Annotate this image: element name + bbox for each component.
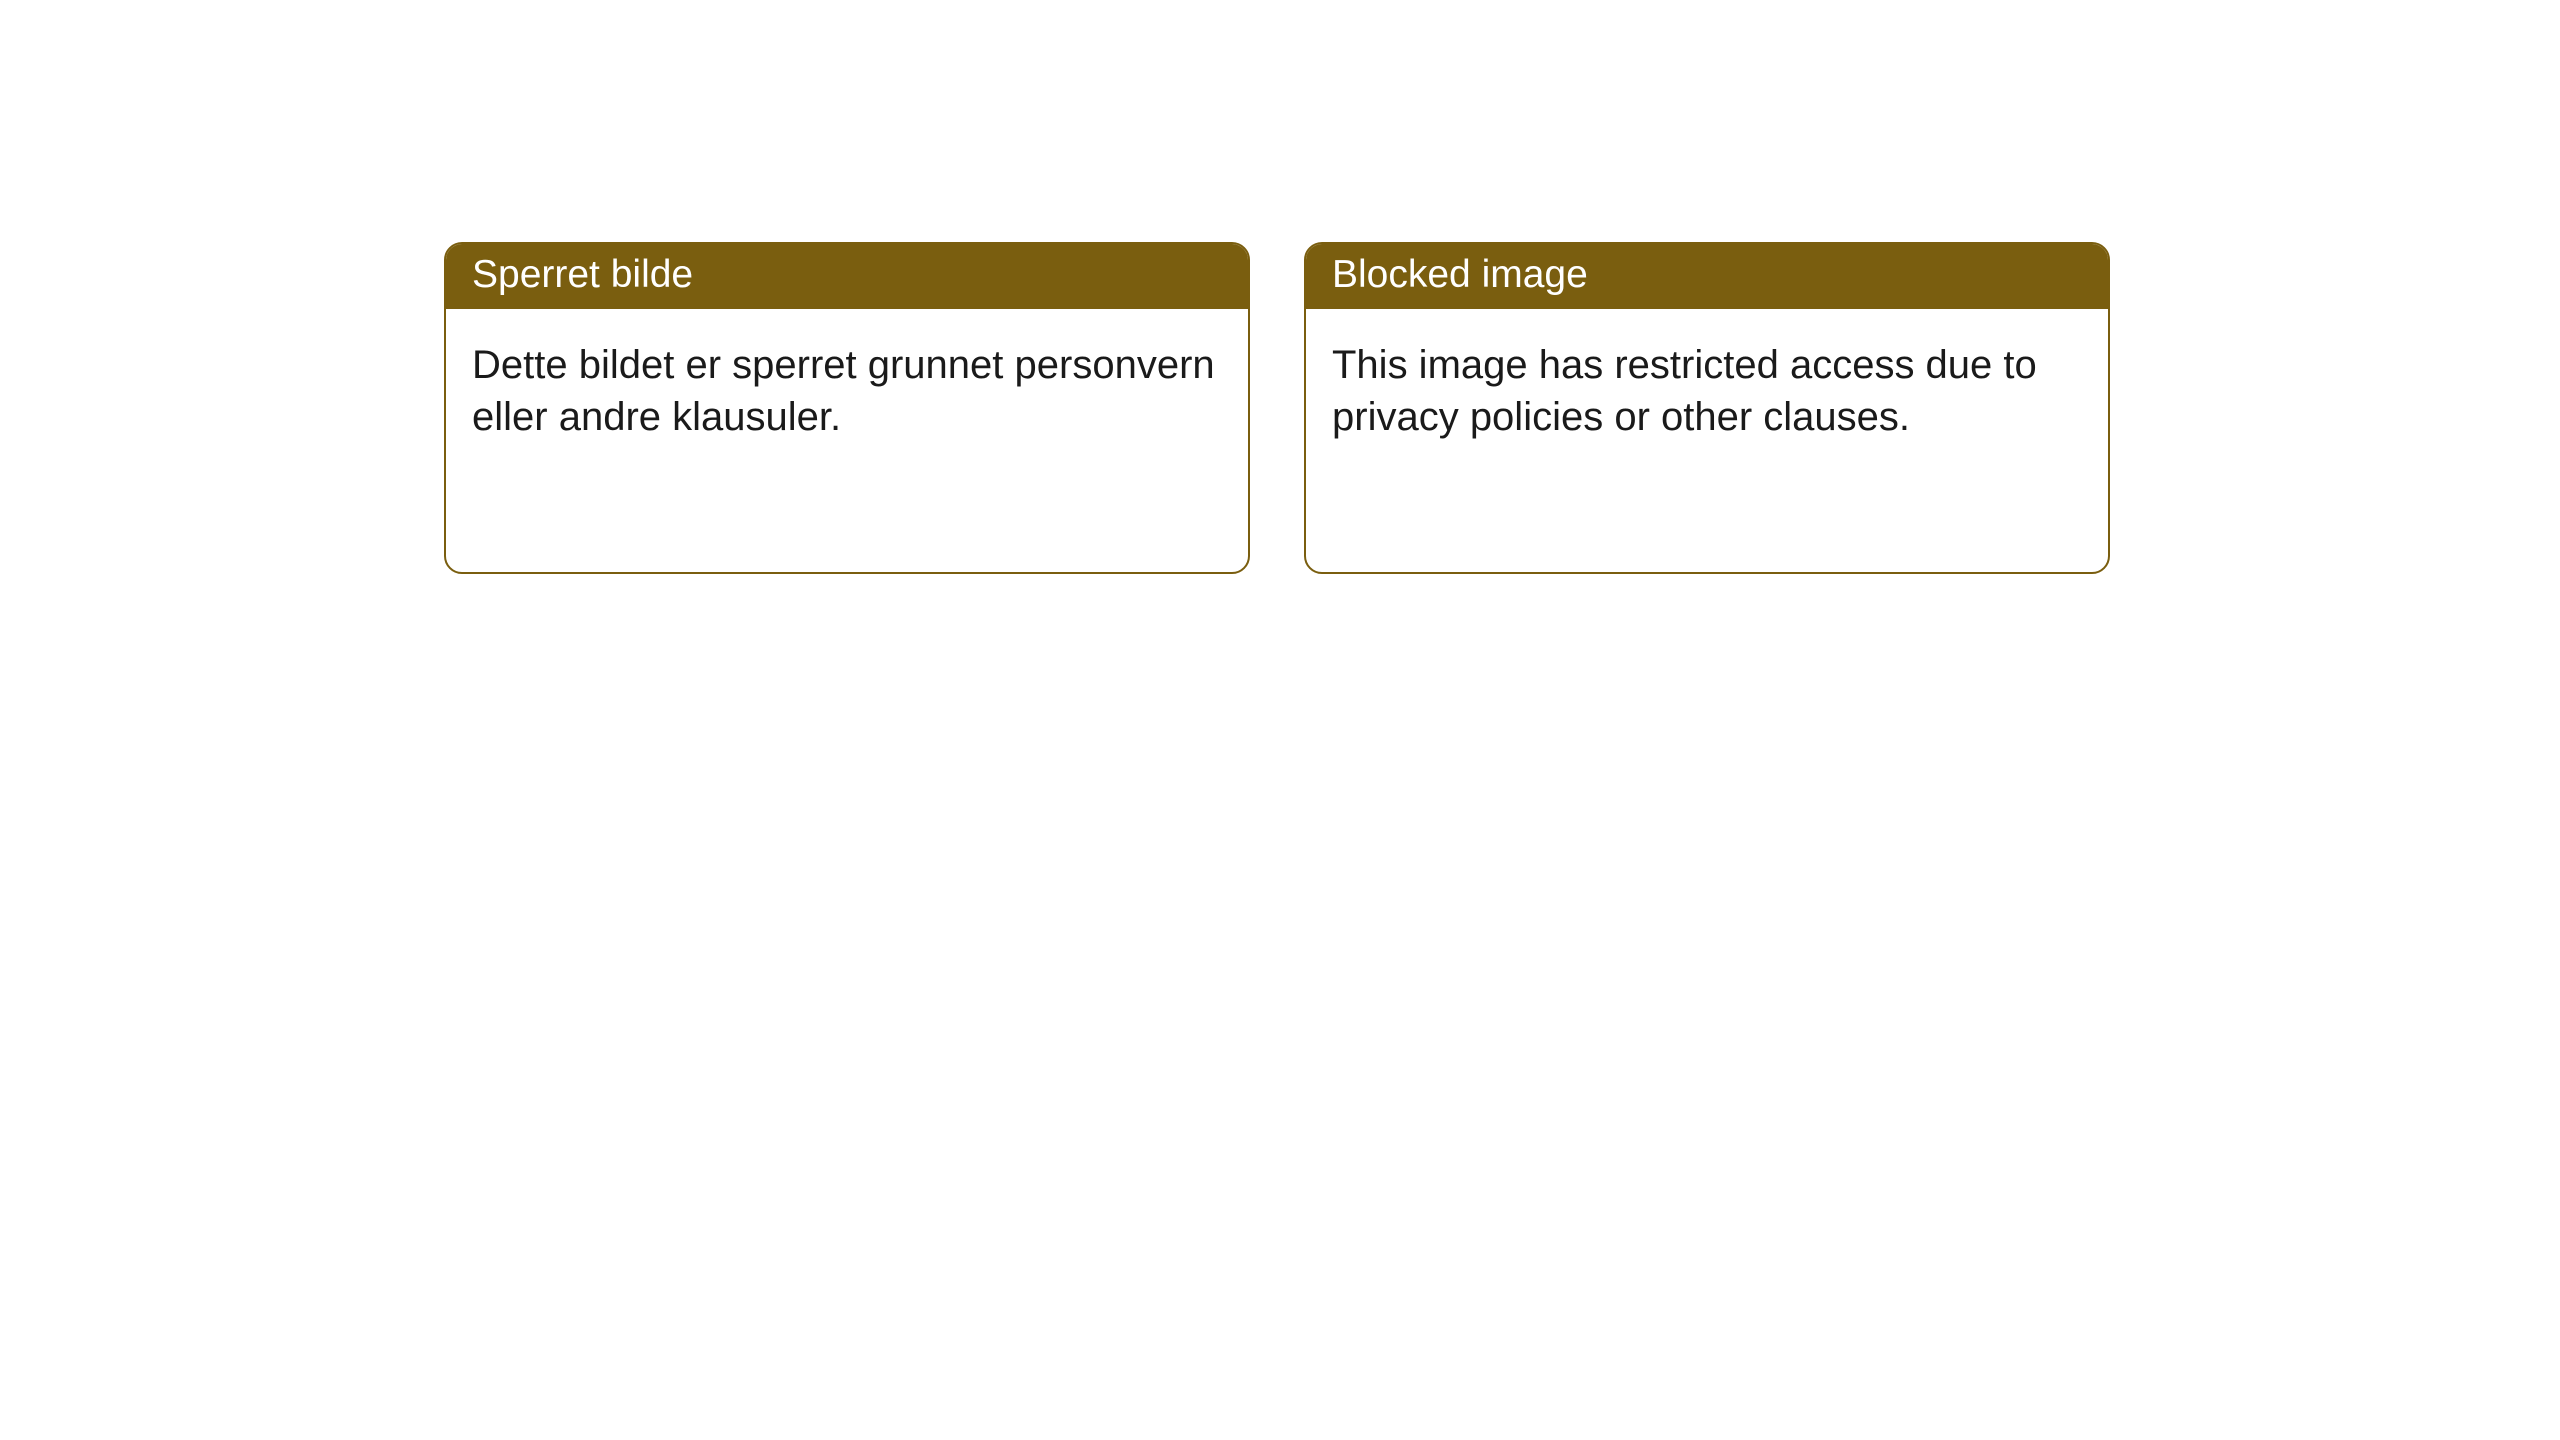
notice-body-norwegian: Dette bildet er sperret grunnet personve…: [446, 309, 1248, 473]
notice-body-english: This image has restricted access due to …: [1306, 309, 2108, 473]
notice-box-norwegian: Sperret bilde Dette bildet er sperret gr…: [444, 242, 1250, 574]
notice-title-norwegian: Sperret bilde: [446, 244, 1248, 309]
notice-container: Sperret bilde Dette bildet er sperret gr…: [0, 0, 2560, 574]
notice-box-english: Blocked image This image has restricted …: [1304, 242, 2110, 574]
notice-title-english: Blocked image: [1306, 244, 2108, 309]
